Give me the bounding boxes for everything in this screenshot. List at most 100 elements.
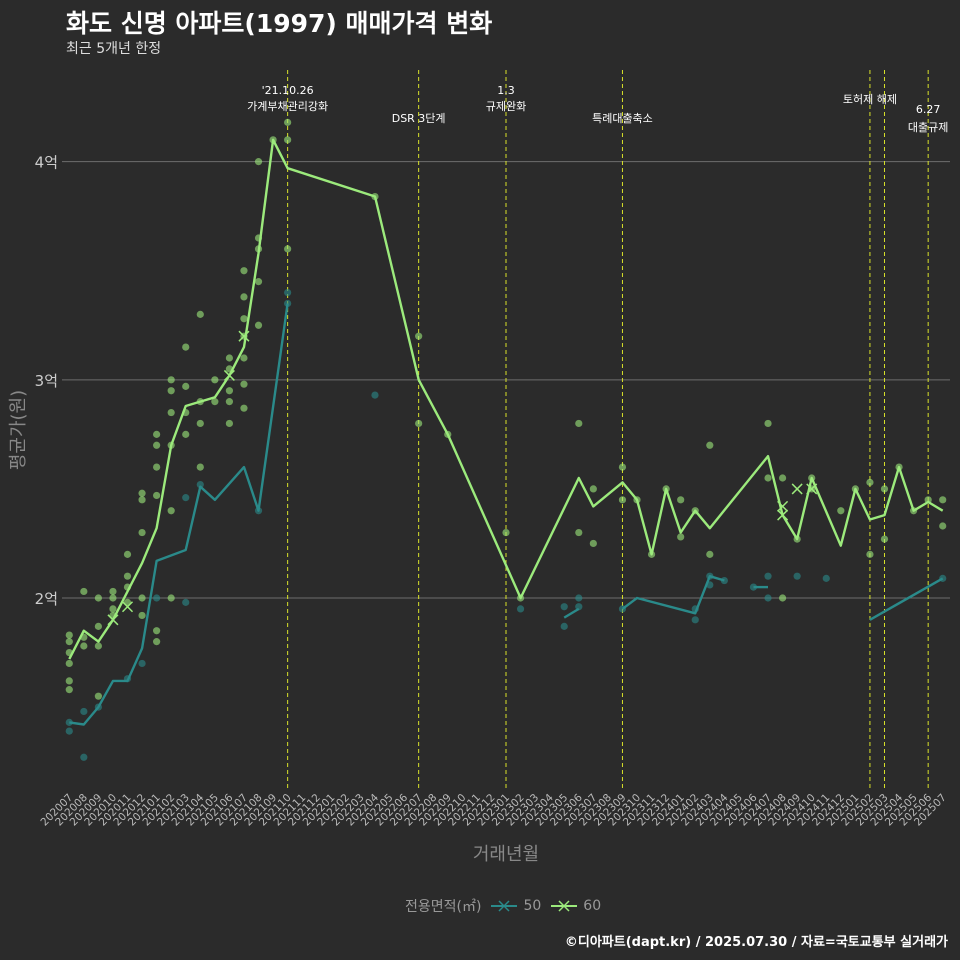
- data-point: [138, 496, 146, 504]
- data-point: [80, 642, 88, 650]
- data-point: [153, 627, 161, 635]
- data-point: [939, 496, 947, 504]
- data-point: [822, 574, 830, 582]
- data-point: [80, 587, 88, 596]
- data-point: [837, 507, 845, 515]
- event-label: 6.27: [916, 103, 941, 116]
- data-point: [866, 550, 874, 558]
- data-point: [240, 315, 248, 323]
- data-point: [182, 382, 190, 390]
- data-point: [211, 376, 219, 384]
- data-point: [80, 753, 88, 761]
- legend-key-50-icon: [491, 900, 518, 912]
- data-point: [94, 692, 102, 700]
- data-point: [618, 463, 627, 471]
- data-point: [65, 718, 73, 726]
- data-point: [284, 136, 292, 144]
- legend-label-60: 60: [583, 898, 602, 914]
- data-point: [65, 727, 73, 735]
- data-point: [182, 430, 190, 438]
- data-point: [778, 594, 787, 602]
- data-point: [167, 387, 175, 395]
- data-point: [240, 380, 248, 388]
- x-axis-title: 거래년월: [473, 844, 539, 865]
- data-point: [225, 387, 234, 395]
- data-point: [575, 603, 583, 611]
- event-label: 가계부채관리강화: [247, 100, 328, 113]
- y-axis-title: 평균가(원): [8, 390, 29, 470]
- cross-marker: [791, 483, 803, 495]
- event-label: DSR 3단계: [392, 112, 446, 125]
- data-point: [80, 707, 88, 716]
- event-label: 특례대출축소: [592, 112, 653, 125]
- data-point: [240, 354, 248, 362]
- data-point: [196, 310, 204, 318]
- data-point: [211, 398, 219, 406]
- data-point: [677, 533, 685, 541]
- data-point: [182, 494, 190, 502]
- data-point: [123, 550, 132, 558]
- data-point: [691, 616, 699, 624]
- cross-marker: [223, 369, 235, 381]
- data-point: [65, 631, 73, 639]
- data-point: [153, 638, 161, 646]
- data-point: [415, 419, 423, 428]
- data-point: [109, 587, 117, 596]
- data-point: [254, 158, 263, 166]
- series-line-50: [563, 607, 580, 619]
- series-line-50: [69, 303, 289, 726]
- data-point: [65, 659, 73, 668]
- chart-subtitle: 최근 5개년 한정: [66, 41, 162, 57]
- price-chart: 2억3억4억2020072020082020092020102020112020…: [8, 70, 950, 865]
- cross-marker: [121, 601, 134, 613]
- data-point: [371, 391, 379, 399]
- data-point: [880, 485, 889, 493]
- data-point: [138, 528, 146, 537]
- data-point: [575, 594, 583, 602]
- cross-marker: [777, 509, 789, 521]
- data-point: [764, 474, 772, 482]
- series-line-60: [68, 138, 944, 660]
- data-point: [182, 598, 190, 606]
- data-point: [618, 496, 627, 504]
- data-point: [225, 419, 234, 428]
- data-point: [284, 118, 292, 126]
- data-point: [240, 404, 248, 412]
- data-point: [123, 572, 132, 580]
- data-point: [182, 343, 190, 351]
- data-point: [153, 441, 161, 449]
- data-point: [167, 507, 175, 515]
- data-point: [560, 622, 568, 630]
- data-point: [939, 522, 947, 530]
- series-line-50: [621, 575, 725, 615]
- data-point: [706, 441, 714, 449]
- data-point: [764, 594, 772, 602]
- data-point: [764, 572, 772, 580]
- data-point: [240, 293, 248, 301]
- data-point: [706, 550, 714, 558]
- data-point: [589, 485, 597, 493]
- data-point: [749, 583, 758, 591]
- data-point: [138, 611, 146, 620]
- data-point: [284, 299, 292, 308]
- data-point: [94, 622, 102, 630]
- data-point: [778, 474, 787, 482]
- data-point: [502, 528, 510, 537]
- legend: 전용면적(㎡) 50 60: [405, 896, 601, 916]
- legend-title: 전용면적(㎡): [405, 899, 482, 915]
- data-point: [560, 603, 568, 611]
- event-label: '21.10.26: [262, 84, 314, 97]
- data-point: [575, 528, 583, 537]
- y-tick-label: 3억: [35, 372, 58, 390]
- legend-key-60-icon: [551, 900, 578, 912]
- cross-marker: [238, 330, 250, 342]
- data-point: [167, 408, 175, 417]
- legend-label-50: 50: [523, 898, 542, 914]
- data-point: [65, 677, 73, 685]
- data-point: [65, 638, 73, 646]
- data-point: [225, 398, 234, 406]
- cross-marker: [806, 483, 818, 495]
- data-point: [254, 321, 263, 329]
- data-point: [196, 480, 204, 489]
- data-point: [924, 496, 932, 504]
